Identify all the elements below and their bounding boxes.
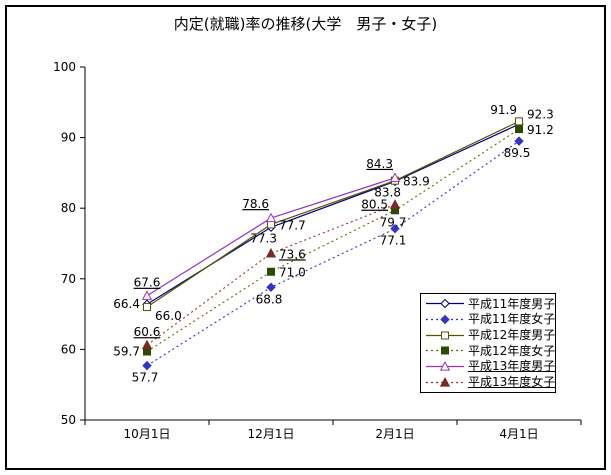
data-point-label: 71.0 [279,266,306,280]
triangle-filled-marker-icon [141,339,153,350]
data-point-label: 67.6 [134,276,161,290]
y-tick-label: 80 [61,201,76,215]
data-point-label: 68.8 [256,292,283,306]
series-line [146,204,396,346]
data-point-label: 79.7 [380,215,407,229]
data-point-label: 66.0 [155,309,182,323]
series-line [146,140,520,367]
y-tick-label: 100 [53,60,76,74]
legend-item: 平成12年度女子 [425,343,555,358]
square-filled-marker-icon [515,125,523,134]
diamond-filled-marker-icon [440,314,450,325]
data-point-label: 59.7 [113,345,140,359]
legend-label: 平成12年度男子 [468,328,556,343]
series-4: 67.6 78.6 84.3 [134,157,401,300]
data-point-label: 77.7 [279,218,306,232]
legend-label: 平成12年度女子 [468,343,556,358]
data-point-label: 73.6 [279,247,306,261]
square-open-marker-icon [441,331,449,340]
legend-swatch [426,314,464,325]
square-filled-marker-icon [441,346,449,355]
triangle-open-marker-icon [439,360,451,371]
data-point-label: 92.3 [527,107,554,121]
diamond-filled-marker-icon [390,223,400,234]
data-point-label: 77.1 [380,234,407,248]
legend-swatch [426,360,464,371]
x-category-label: 2月1日 [375,427,414,441]
legend-item: 平成13年度女子 [425,375,555,390]
square-filled-marker-icon [267,267,275,276]
chart-title: 内定(就職)率の推移(大学 男子・女子) [173,15,438,33]
legend-label: 平成13年度女子 [468,375,556,390]
x-category-label: 4月1日 [499,427,538,441]
data-point-label: 89.5 [504,146,531,160]
diamond-filled-marker-icon [514,136,524,146]
data-point-label: 80.5 [361,198,388,212]
legend-swatch [426,376,464,387]
triangle-open-marker-icon [389,172,401,182]
series-1: 57.7 68.8 77.1 89.5 [132,136,531,385]
triangle-open-marker-icon [141,290,153,300]
data-point-label: 83.8 [374,185,401,199]
data-point-label: 66.4 [113,297,140,311]
diamond-filled-marker-icon [142,360,152,371]
data-point-label: 57.7 [132,371,159,385]
series-5: 60.6 73.6 80.5 [134,198,401,350]
triangle-filled-marker-icon [439,376,451,387]
data-point-label: 77.3 [250,231,277,245]
diamond-open-marker-icon [440,299,450,309]
y-tick-label: 50 [61,413,76,427]
legend-swatch [426,299,464,309]
series-line [146,123,520,305]
series-3: 59.7 71.0 79.7 91.2 [113,123,553,358]
data-point-label: 78.6 [242,197,269,211]
x-category-label: 12月1日 [248,427,295,441]
legend-item: 平成12年度男子 [425,328,555,343]
y-tick-label: 60 [61,342,76,356]
data-point-label: 91.2 [527,123,554,137]
y-tick-label: 70 [61,272,76,286]
data-point-label: 60.6 [134,325,161,339]
legend-item: 平成11年度男子 [425,296,555,311]
data-point-label: 84.3 [366,157,393,171]
legend-swatch [426,331,464,340]
legend-swatch [426,346,464,355]
triangle-open-marker-icon [265,212,277,223]
series-line [146,128,520,352]
square-open-marker-icon [515,117,523,126]
legend-label: 平成11年度男子 [468,296,556,311]
legend-item: 平成13年度男子 [425,359,555,374]
legend-label: 平成11年度女子 [468,312,556,327]
triangle-filled-marker-icon [265,247,277,258]
square-open-marker-icon [143,303,151,312]
x-category-label: 10月1日 [124,427,171,441]
diamond-filled-marker-icon [266,282,276,292]
y-tick-label: 90 [61,131,76,145]
legend: 平成11年度男子 平成11年度女子 平成12年度男子 平成12年度女子 平成13年度男子… [420,293,556,393]
series-line [146,120,520,308]
legend-label: 平成13年度男子 [468,359,556,374]
chart-outer-border [5,5,606,470]
data-point-label: 91.9 [490,103,517,117]
data-point-label: 83.9 [403,175,430,189]
legend-item: 平成11年度女子 [425,312,555,327]
triangle-filled-marker-icon [389,199,401,209]
series-2: 66.0 77.7 83.9 92.3 [143,107,554,323]
